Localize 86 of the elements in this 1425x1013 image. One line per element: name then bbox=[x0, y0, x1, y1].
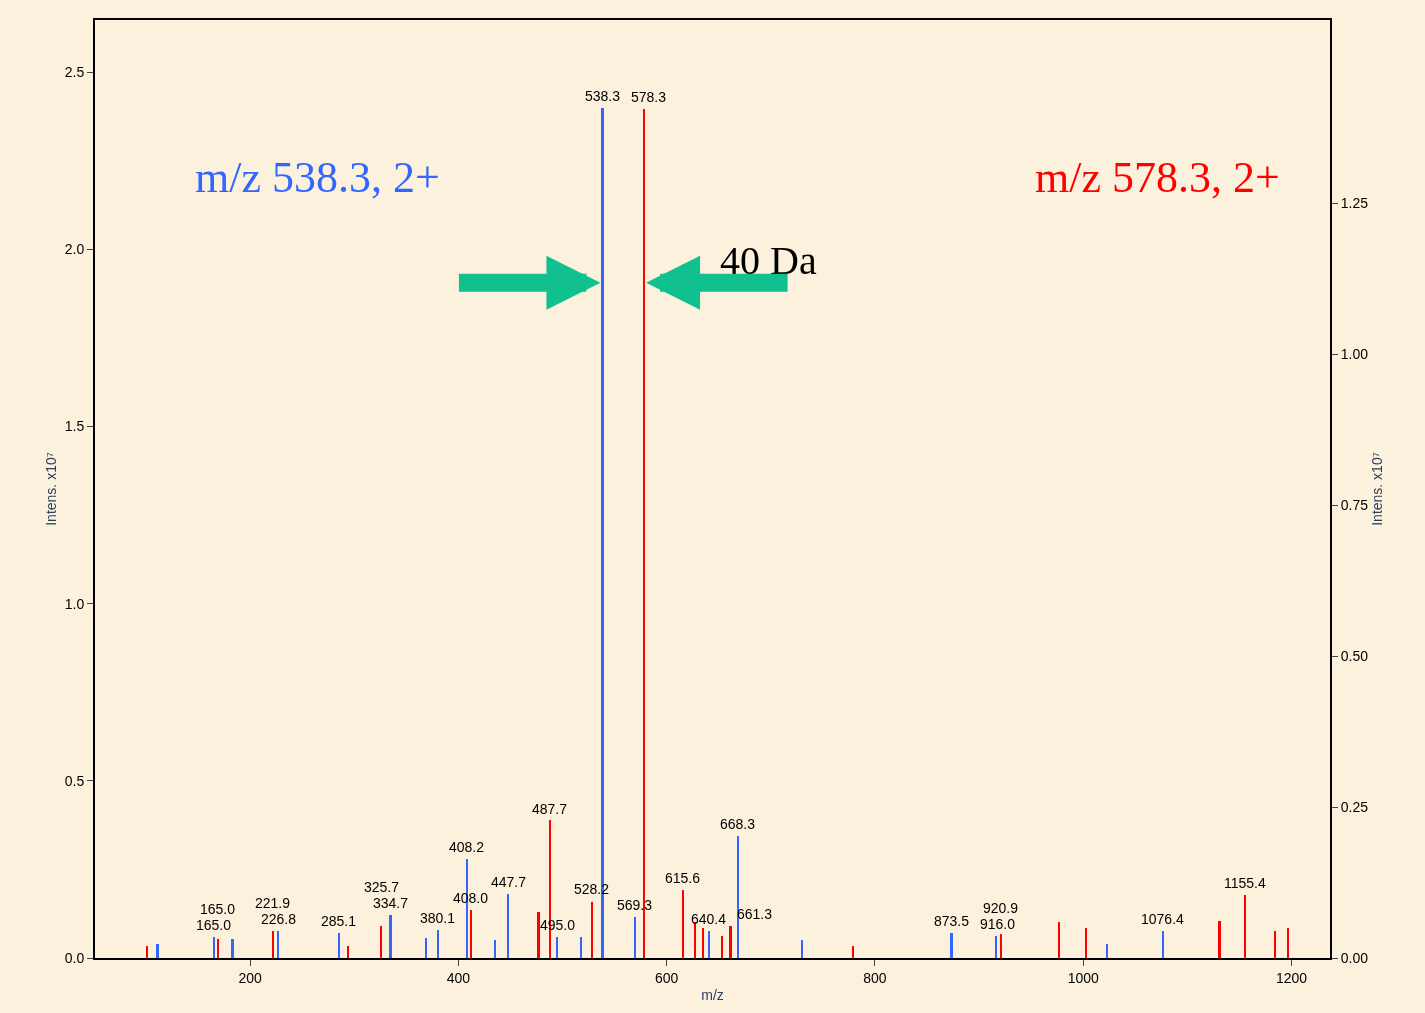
bar bbox=[801, 940, 803, 958]
annotation: 668.3 bbox=[720, 816, 756, 832]
y2-tick-label: 1.00 bbox=[1340, 346, 1369, 363]
bar bbox=[1085, 928, 1087, 958]
bar bbox=[729, 926, 732, 958]
bar bbox=[682, 890, 684, 958]
y2-tick-label: 0.50 bbox=[1340, 648, 1369, 665]
bar bbox=[425, 938, 427, 958]
y2-tick-label: 1.25 bbox=[1340, 195, 1369, 212]
bar bbox=[277, 931, 279, 958]
bar bbox=[721, 936, 723, 958]
bar bbox=[347, 946, 349, 958]
annotation: 165.0 bbox=[196, 917, 232, 933]
bar bbox=[507, 894, 509, 958]
x-axis-title: m/z bbox=[701, 986, 724, 1003]
y-tick-label: 0.0 bbox=[64, 949, 85, 966]
annotation: 640.4 bbox=[691, 911, 727, 927]
bar bbox=[737, 836, 739, 958]
bar bbox=[537, 912, 540, 958]
annotation: 165.0 bbox=[200, 901, 236, 917]
bar bbox=[156, 944, 159, 958]
annotation: 487.7 bbox=[532, 801, 568, 817]
bar bbox=[1162, 931, 1164, 958]
annotation: 578.3 bbox=[631, 89, 667, 105]
annotation: 380.1 bbox=[420, 910, 456, 926]
annotation: 447.7 bbox=[491, 874, 527, 890]
bar bbox=[556, 937, 558, 958]
annotation: 920.9 bbox=[983, 900, 1019, 916]
y-tick-label: 1.5 bbox=[64, 418, 85, 435]
y-tick-label: 2.5 bbox=[64, 63, 85, 80]
annotation: 334.7 bbox=[373, 895, 409, 911]
bar bbox=[380, 926, 382, 958]
bar bbox=[549, 820, 551, 958]
annotation: m/z 578.3, 2+ bbox=[1035, 153, 1280, 202]
bar bbox=[389, 915, 392, 958]
x-tick-label: 1000 bbox=[1067, 969, 1099, 986]
bar bbox=[1106, 944, 1108, 958]
bar bbox=[1274, 931, 1276, 958]
bar bbox=[1244, 895, 1246, 958]
bar bbox=[272, 931, 274, 958]
y-tick-label: 1.0 bbox=[64, 595, 85, 612]
bar bbox=[950, 933, 953, 958]
annotation: 538.3 bbox=[585, 88, 621, 104]
bar bbox=[634, 917, 636, 958]
annotation: 226.8 bbox=[261, 911, 297, 927]
annotation: 40 Da bbox=[720, 238, 817, 283]
bar bbox=[708, 931, 710, 958]
bar bbox=[1218, 921, 1221, 958]
annotation: 1076.4 bbox=[1141, 911, 1185, 927]
bar bbox=[1287, 928, 1289, 958]
x-tick-label: 200 bbox=[238, 969, 263, 986]
y2-tick-label: 0.00 bbox=[1340, 949, 1369, 966]
bar bbox=[643, 109, 645, 958]
x-tick-label: 800 bbox=[863, 969, 887, 986]
annotation: 615.6 bbox=[665, 870, 701, 886]
y-tick-label: 2.0 bbox=[64, 241, 85, 258]
annotation: 325.7 bbox=[364, 879, 400, 895]
y2-tick-label: 0.25 bbox=[1340, 799, 1369, 815]
x-tick-label: 1200 bbox=[1275, 969, 1308, 986]
annotation: 221.9 bbox=[255, 895, 291, 911]
bar bbox=[437, 930, 439, 958]
bar bbox=[995, 936, 997, 958]
bar bbox=[231, 939, 234, 958]
bar bbox=[466, 859, 468, 958]
bar bbox=[591, 902, 593, 958]
bar bbox=[694, 922, 696, 958]
annotation: 1155.4 bbox=[1224, 875, 1266, 891]
bar bbox=[1058, 922, 1060, 958]
annotation: m/z 538.3, 2+ bbox=[195, 153, 440, 202]
bar bbox=[702, 928, 704, 958]
y2-axis-title: Intens. x10⁷ bbox=[1369, 452, 1386, 526]
bar bbox=[580, 937, 582, 958]
bar bbox=[1000, 934, 1002, 958]
annotation: 408.2 bbox=[449, 839, 485, 855]
x-tick-label: 600 bbox=[655, 969, 679, 986]
bar bbox=[146, 946, 148, 958]
y2-tick-label: 0.75 bbox=[1340, 497, 1369, 514]
bar bbox=[852, 946, 854, 958]
annotation: 873.5 bbox=[934, 913, 970, 929]
bar bbox=[494, 940, 496, 958]
y-axis-title: Intens. x10⁷ bbox=[42, 452, 59, 526]
y-tick-label: 0.5 bbox=[64, 772, 85, 789]
x-tick-label: 400 bbox=[446, 969, 471, 986]
annotation: 285.1 bbox=[321, 913, 357, 929]
annotation: 916.0 bbox=[980, 916, 1016, 932]
bar bbox=[338, 933, 340, 958]
